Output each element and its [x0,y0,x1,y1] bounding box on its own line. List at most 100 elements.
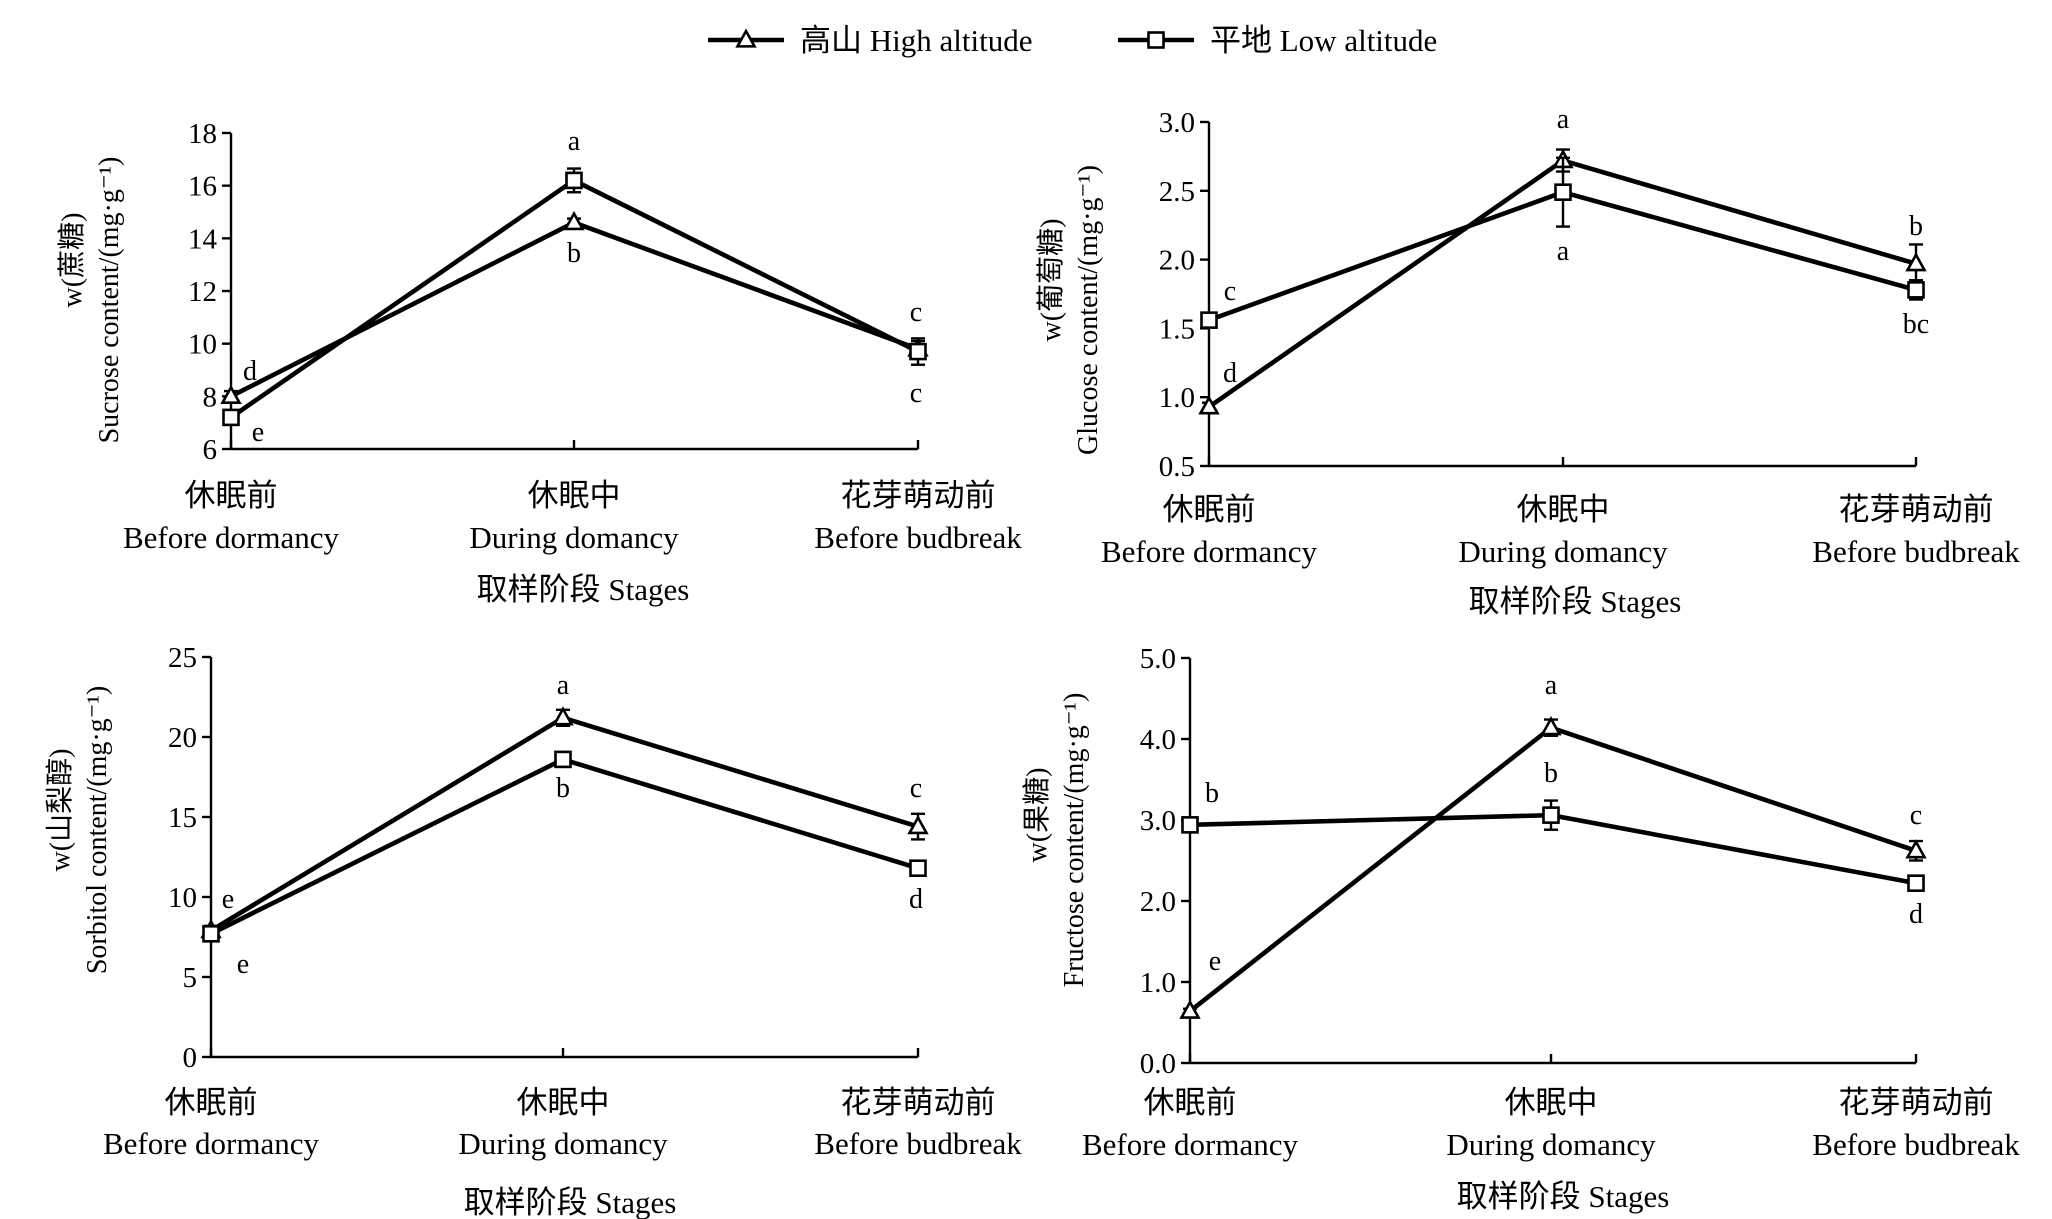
y-axis-title-symbol: w(蔗糖) [56,213,88,308]
y-tick-label: 2.0 [1159,245,1195,277]
y-tick-label: 12 [188,276,217,308]
x-axis-title: 取样阶段 Stages [464,1185,677,1219]
data-point-high [220,384,242,405]
significance-letter: e [237,949,249,980]
y-tick-label: 1.5 [1159,313,1195,345]
x-tick-label-cn: 花芽萌动前 [841,478,996,513]
y-axis-title: Sucrose content/(mg·g⁻¹) [94,157,125,444]
legend-label-high: 高山 High altitude [800,23,1032,58]
legend-label-low: 平地 Low altitude [1210,23,1437,58]
x-tick-label-en: During domancy [1458,534,1668,569]
y-tick-label: 10 [168,882,197,914]
significance-letter: c [910,773,922,804]
x-tick-label-cn: 花芽萌动前 [1839,492,1994,527]
series-high: e a c [1179,670,1927,1019]
x-tick-label-en: Before budbreak [1812,534,2020,569]
y-tick-label: 0.0 [1140,1048,1176,1080]
data-point-high [1905,839,1927,859]
y-tick-label: 0 [183,1042,198,1074]
significance-letter: d [909,884,923,915]
y-tick-label: 2.0 [1140,886,1176,918]
series-low: e b d [202,750,927,980]
significance-letter: d [243,356,257,387]
significance-letter: c [910,378,922,409]
legend-item-low: 平地 Low altitude [1118,23,1437,58]
x-tick-label-cn: 休眠前 [1163,492,1256,527]
significance-letter: b [556,773,570,804]
y-tick-label: 10 [188,329,217,361]
y-tick-label: 14 [188,223,218,255]
significance-letter: d [1223,358,1237,389]
x-axis-title: 取样阶段 Stages [1457,1179,1670,1214]
data-point-low [1542,806,1560,824]
significance-letter: a [1557,236,1570,267]
significance-letter: c [1910,800,1922,831]
x-tick-label-en: During domancy [469,520,679,555]
x-tick-label-en: During domancy [458,1126,668,1161]
significance-letter: b [1544,758,1558,789]
legend-marker-low [1147,31,1165,49]
y-tick-label: 4.0 [1140,724,1176,756]
significance-letter: a [557,670,570,701]
x-tick-label-cn: 休眠前 [165,1085,258,1120]
data-point-low [1907,874,1925,892]
series-line-high [209,715,919,933]
significance-letter: e [252,417,264,448]
chart-panel-glucose: 0.5 1.0 1.5 2.0 2.5 3.0 休眠前 Before dormancy 休眠中 D… [1035,104,2020,619]
y-axis-title-symbol: w(山梨醇) [44,749,76,872]
y-tick-label: 25 [168,642,197,674]
data-point-low [565,171,583,190]
y-axis-title: Glucose content/(mg·g⁻¹) [1073,165,1104,455]
chart-panel-sorbitol: 0 5 10 15 20 25 休眠前 Before dormancy 休眠中 During do… [44,642,1022,1219]
data-point-high [1540,716,1562,736]
significance-letter: a [1545,670,1558,701]
series-high: d b c [220,210,929,409]
x-tick-label-en: Before dormancy [103,1126,320,1161]
x-tick-label-cn: 休眠中 [528,478,621,513]
data-point-high [552,706,574,726]
legend-marker-high [735,28,757,48]
significance-letter: b [1205,778,1219,809]
legend-item-high: 高山 High altitude [708,23,1032,58]
chart-panels: 6 8 10 12 14 16 18 休眠前 Before dormancy 休眠中 During … [44,104,2020,1219]
data-point-low [1200,311,1218,329]
x-tick-label-cn: 休眠前 [1144,1085,1237,1120]
x-tick-label-cn: 休眠中 [1505,1085,1598,1120]
x-tick-label-en: Before dormancy [123,520,340,555]
data-point-high [907,814,929,835]
significance-letter: a [568,126,581,157]
data-point-low [909,342,927,361]
y-tick-label: 6 [203,434,218,466]
y-tick-label: 15 [168,802,197,834]
data-point-low [1907,281,1925,299]
chart-panel-fructose: 0.0 1.0 2.0 3.0 4.0 5.0 休眠前 Before dormancy 休眠中 D… [1021,643,2020,1214]
y-tick-label: 2.5 [1159,176,1195,208]
y-tick-label: 16 [188,171,217,203]
x-tick-label-cn: 花芽萌动前 [1839,1085,1994,1120]
y-axis-title: Sorbitol content/(mg·g⁻¹) [82,686,113,974]
y-tick-label: 8 [203,381,218,413]
y-tick-label: 1.0 [1140,967,1176,999]
data-point-low [1181,816,1199,834]
y-tick-label: 0.5 [1159,451,1195,483]
significance-letter: c [1224,276,1236,307]
data-point-low [202,924,220,943]
x-axis-title: 取样阶段 Stages [477,572,690,607]
data-point-low [909,859,927,878]
significance-letter: e [222,884,234,915]
y-tick-label: 20 [168,722,197,754]
x-tick-label-cn: 休眠中 [517,1085,610,1120]
y-tick-label: 5 [183,962,198,994]
series-line-low [1189,812,1917,886]
x-tick-label-en: Before budbreak [1812,1127,2020,1162]
significance-letter: e [1209,946,1221,977]
y-axis-title-symbol: w(果糖) [1021,768,1053,863]
x-tick-label-en: Before dormancy [1082,1127,1299,1162]
x-tick-label-en: Before budbreak [814,1126,1022,1161]
y-tick-label: 3.0 [1140,805,1176,837]
x-tick-label-en: Before dormancy [1101,534,1318,569]
significance-letter: b [567,238,581,269]
series-low: b b d [1181,758,1925,930]
series-low: c a bc [1200,156,1929,340]
x-axis-title: 取样阶段 Stages [1469,584,1682,619]
